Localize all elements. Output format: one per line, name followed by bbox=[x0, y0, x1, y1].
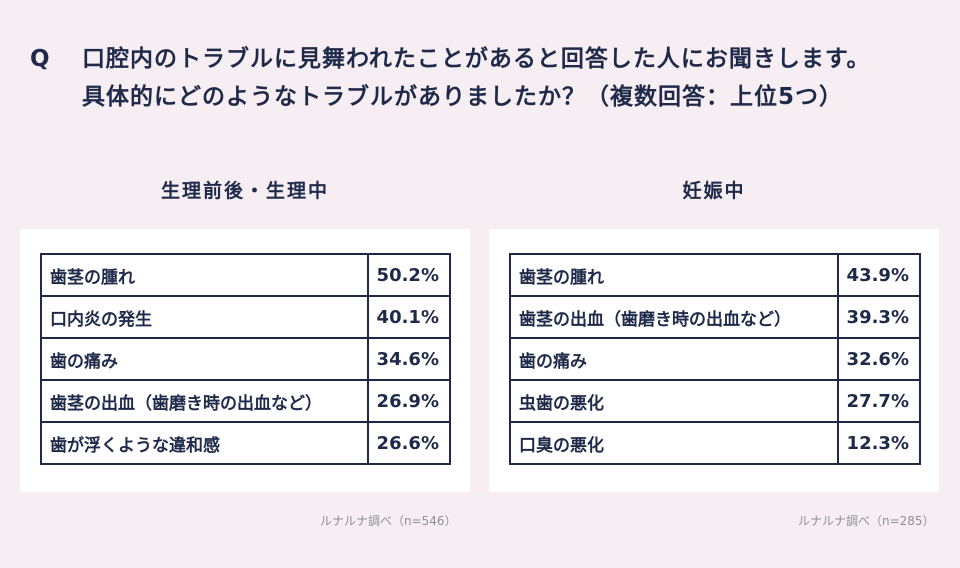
question-line-2: 具体的にどのようなトラブルがありましたか？（複数回答：上位5つ） bbox=[82, 84, 844, 110]
section-title-menstruation: 生理前後・生理中 bbox=[160, 180, 329, 202]
results-table-menstruation: 歯茎の腫れ 50.2% 口内炎の発生 40.1% 歯の痛み 34.6% 歯茎の出… bbox=[40, 253, 452, 465]
trouble-percentage: 27.7% bbox=[836, 379, 922, 423]
results-table-pregnancy: 歯茎の腫れ 43.9% 歯茎の出血（歯磨き時の出血など） 39.3% 歯の痛み … bbox=[509, 253, 922, 465]
trouble-label: 歯の痛み bbox=[40, 337, 369, 381]
trouble-label: 歯茎の出血（歯磨き時の出血など） bbox=[509, 295, 839, 339]
question-mark: Q bbox=[30, 46, 51, 72]
question-heading: Q 口腔内のトラブルに見舞われたことがあると回答した人にお聞きします。 具体的にど… bbox=[0, 40, 960, 116]
table-row: 歯茎の出血（歯磨き時の出血など） 39.3% bbox=[509, 295, 922, 339]
trouble-label: 歯茎の腫れ bbox=[40, 253, 369, 297]
trouble-percentage: 50.2% bbox=[366, 253, 452, 297]
table-row: 歯茎の腫れ 43.9% bbox=[509, 253, 922, 297]
trouble-percentage: 39.3% bbox=[836, 295, 922, 339]
trouble-label: 虫歯の悪化 bbox=[509, 379, 839, 423]
table-row: 歯茎の腫れ 50.2% bbox=[40, 253, 452, 297]
trouble-label: 口臭の悪化 bbox=[509, 421, 839, 465]
table-row: 歯茎の出血（歯磨き時の出血など） 26.9% bbox=[40, 379, 452, 423]
question-line-1: Q 口腔内のトラブルに見舞われたことがあると回答した人にお聞きします。 bbox=[0, 40, 960, 78]
trouble-percentage: 12.3% bbox=[836, 421, 922, 465]
trouble-percentage: 32.6% bbox=[836, 337, 922, 381]
trouble-label: 歯が浮くような違和感 bbox=[40, 421, 369, 465]
results-panel-pregnancy: 歯茎の腫れ 43.9% 歯茎の出血（歯磨き時の出血など） 39.3% 歯の痛み … bbox=[489, 229, 939, 492]
trouble-percentage: 26.9% bbox=[366, 379, 452, 423]
trouble-percentage: 34.6% bbox=[366, 337, 452, 381]
source-note-pregnancy: ルナルナ調べ（n=285） bbox=[798, 514, 935, 528]
trouble-label: 歯茎の出血（歯磨き時の出血など） bbox=[40, 379, 369, 423]
trouble-percentage: 26.6% bbox=[366, 421, 452, 465]
table-row: 口内炎の発生 40.1% bbox=[40, 295, 452, 339]
source-note-menstruation: ルナルナ調べ（n=546） bbox=[320, 514, 457, 528]
trouble-label: 歯茎の腫れ bbox=[509, 253, 839, 297]
trouble-percentage: 40.1% bbox=[366, 295, 452, 339]
trouble-label: 歯の痛み bbox=[509, 337, 839, 381]
trouble-label: 口内炎の発生 bbox=[40, 295, 369, 339]
question-text-1: 口腔内のトラブルに見舞われたことがあると回答した人にお聞きします。 bbox=[82, 46, 871, 72]
results-panel-menstruation: 歯茎の腫れ 50.2% 口内炎の発生 40.1% 歯の痛み 34.6% 歯茎の出… bbox=[20, 229, 470, 492]
table-row: 歯の痛み 34.6% bbox=[40, 337, 452, 381]
table-row: 口臭の悪化 12.3% bbox=[509, 421, 922, 465]
table-row: 歯が浮くような違和感 26.6% bbox=[40, 421, 452, 465]
table-row: 虫歯の悪化 27.7% bbox=[509, 379, 922, 423]
section-title-pregnancy: 妊娠中 bbox=[682, 180, 746, 202]
table-row: 歯の痛み 32.6% bbox=[509, 337, 922, 381]
trouble-percentage: 43.9% bbox=[836, 253, 922, 297]
